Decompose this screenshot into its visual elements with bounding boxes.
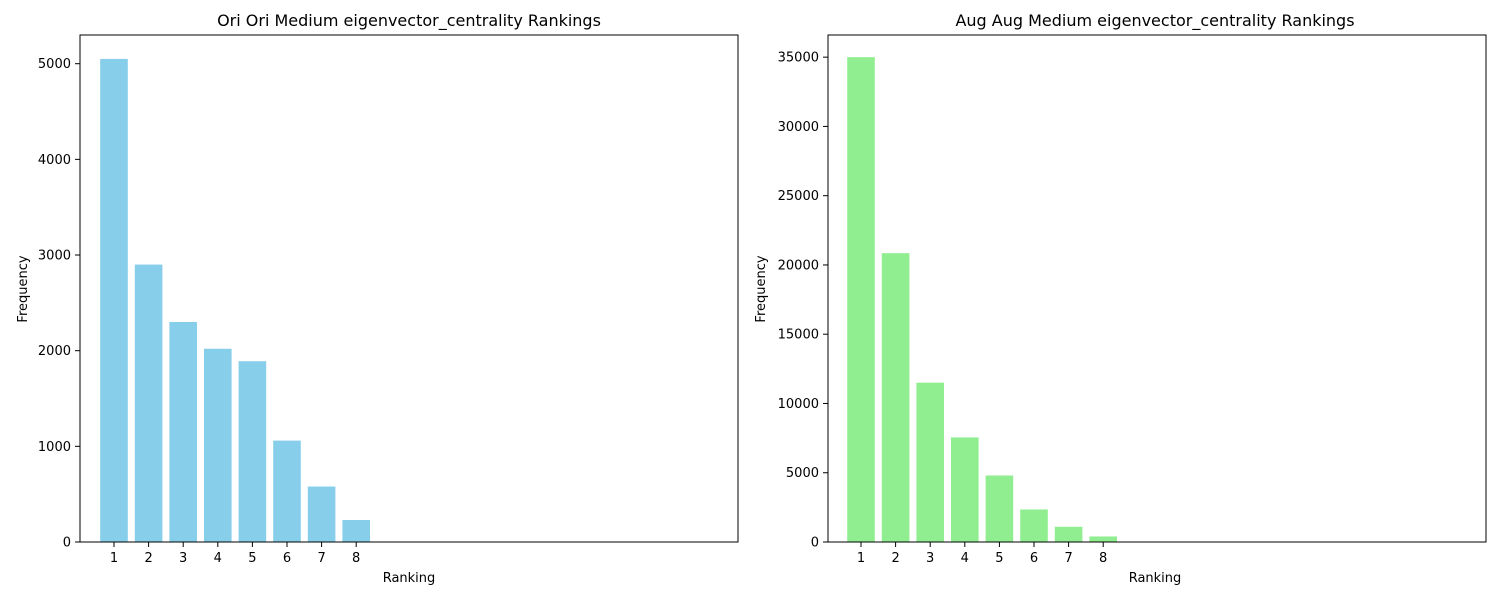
left-x-tick-label: 8 (352, 551, 360, 566)
right-chart-panel: Aug Aug Medium eigenvector_centrality Ra… (754, 11, 1487, 586)
right-x-tick-label: 6 (1030, 551, 1038, 566)
right-bar-2 (881, 253, 910, 543)
left-bar-8 (342, 519, 370, 542)
right-x-tick-label: 5 (995, 551, 1003, 566)
right-bar-1 (847, 57, 875, 542)
left-x-tick-label: 7 (317, 551, 325, 566)
left-y-tick-label: 0 (63, 536, 71, 551)
right-y-tick-label: 25000 (778, 189, 819, 204)
left-x-tick-label: 2 (144, 551, 152, 566)
left-x-axis-label: Ranking (383, 571, 436, 586)
left-y-tick-label: 3000 (38, 249, 71, 264)
right-bars (847, 57, 1117, 543)
right-bar-6 (1020, 509, 1048, 542)
right-x-tick-label: 4 (961, 551, 969, 566)
left-bar-2 (134, 264, 163, 542)
left-y-ticks: 0 1000 2000 3000 4000 5000 (38, 57, 80, 551)
left-plot-frame (79, 34, 739, 543)
right-y-tick-label: 5000 (786, 466, 819, 481)
left-y-axis-label: Frequency (16, 255, 31, 322)
right-x-tick-label: 7 (1064, 551, 1072, 566)
left-x-tick-label: 6 (283, 551, 291, 566)
right-y-tick-label: 10000 (778, 397, 819, 412)
left-x-tick-label: 1 (110, 551, 118, 566)
left-bar-5 (238, 361, 267, 542)
left-bar-3 (169, 321, 197, 542)
left-x-tick-label: 5 (248, 551, 256, 566)
right-bar-5 (985, 475, 1014, 542)
right-y-axis-label: Frequency (754, 255, 769, 322)
right-x-tick-label: 8 (1099, 551, 1107, 566)
right-y-tick-label: 20000 (778, 258, 819, 273)
right-x-tick-label: 3 (926, 551, 934, 566)
right-x-tick-label: 1 (857, 551, 865, 566)
right-x-ticks: 1 2 3 4 5 6 7 8 (857, 542, 1107, 566)
right-y-tick-label: 30000 (778, 120, 819, 135)
right-bar-4 (951, 437, 979, 542)
right-bar-7 (1054, 526, 1083, 542)
left-x-tick-label: 4 (214, 551, 222, 566)
left-y-tick-label: 5000 (38, 57, 71, 72)
right-x-axis-label: Ranking (1129, 571, 1182, 586)
left-y-tick-label: 4000 (38, 153, 71, 168)
left-bar-7 (307, 486, 336, 542)
left-bar-6 (273, 440, 301, 542)
left-bars (100, 58, 370, 542)
right-plot-frame (827, 34, 1487, 543)
left-chart-panel: Ori Ori Medium eigenvector_centrality Ra… (16, 11, 739, 586)
left-chart-title: Ori Ori Medium eigenvector_centrality Ra… (217, 11, 601, 31)
right-x-tick-label: 2 (891, 551, 899, 566)
right-bar-3 (916, 382, 944, 542)
right-y-tick-label: 0 (811, 536, 819, 551)
left-x-tick-label: 3 (179, 551, 187, 566)
left-bar-1 (100, 58, 128, 542)
right-y-ticks: 0 5000 10000 15000 20000 25000 30000 35000 (778, 51, 828, 551)
right-chart-title: Aug Aug Medium eigenvector_centrality Ra… (955, 11, 1354, 31)
left-y-tick-label: 1000 (38, 440, 71, 455)
left-y-tick-label: 2000 (38, 344, 71, 359)
right-bar-8 (1089, 536, 1117, 542)
right-y-tick-label: 15000 (778, 328, 819, 343)
left-bar-4 (204, 348, 232, 542)
left-x-ticks: 1 2 3 4 5 6 7 8 (110, 542, 360, 566)
right-y-tick-label: 35000 (778, 51, 819, 66)
